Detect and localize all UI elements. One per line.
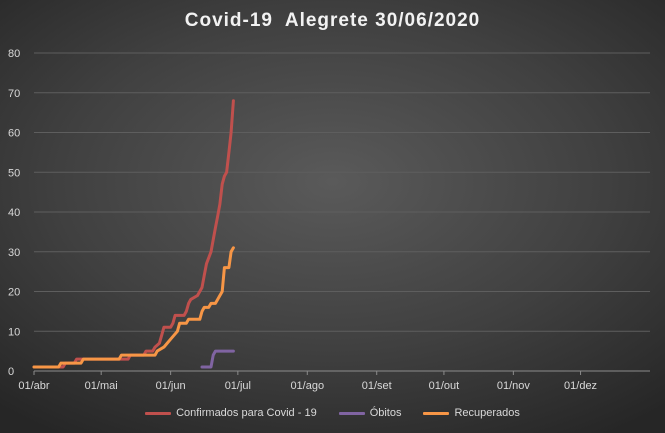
y-tick-label: 60	[8, 128, 20, 140]
y-tick-label: 70	[8, 88, 20, 100]
series-line-1	[200, 349, 235, 369]
legend-item: Confirmados para Covid - 19	[145, 407, 317, 419]
x-tick-label: 01/abr	[18, 380, 50, 392]
x-tick-label: 01/out	[429, 380, 460, 392]
series-line-0	[32, 99, 235, 369]
legend-swatch	[338, 411, 365, 415]
x-tick-label: 01/jun	[156, 380, 186, 392]
legend-label: Confirmados para Covid - 19	[176, 407, 317, 419]
x-tick-label: 01/nov	[497, 380, 531, 392]
legend-swatch	[423, 411, 450, 415]
legend-label: Óbitos	[369, 407, 402, 419]
y-tick-label: 0	[8, 366, 14, 378]
y-tick-label: 10	[8, 326, 20, 338]
legend-label: Recuperados	[454, 407, 520, 419]
y-tick-label: 50	[8, 167, 20, 179]
legend-item: Óbitos	[338, 407, 402, 419]
legend: Confirmados para Covid - 19 Óbitos Recuper…	[0, 405, 665, 421]
x-tick-label: 01/set	[362, 380, 392, 392]
legend-swatch	[145, 411, 172, 415]
series-line-2	[32, 246, 235, 369]
x-tick-label: 01/dez	[564, 380, 597, 392]
x-tick-label: 01/ago	[290, 380, 324, 392]
y-tick-label: 80	[8, 48, 20, 60]
chart-title: Covid-19 Alegrete 30/06/2020	[184, 10, 481, 31]
y-tick-label: 20	[8, 287, 20, 299]
x-tick-label: 01/mai	[85, 380, 118, 392]
legend-item: Recuperados	[423, 407, 520, 419]
y-tick-label: 30	[8, 247, 20, 259]
x-tick-label: 01/jul	[225, 380, 251, 392]
y-tick-label: 40	[8, 207, 20, 219]
